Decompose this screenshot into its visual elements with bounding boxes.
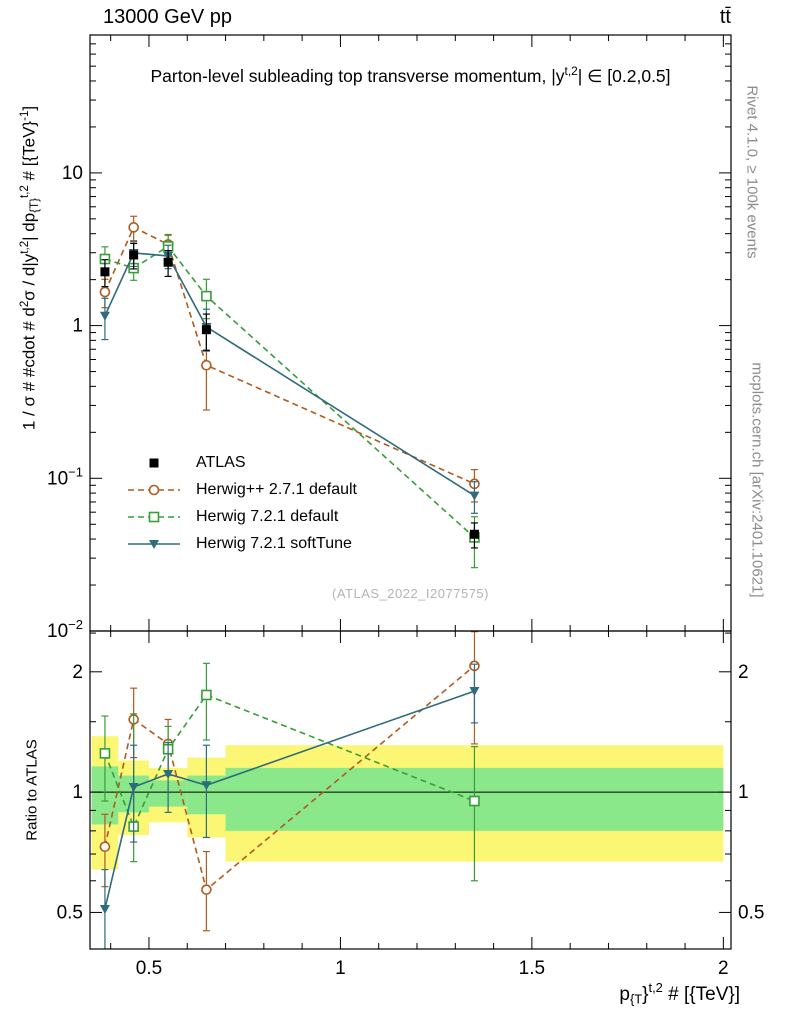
legend-label-herwig7-default: Herwig 7.2.1 default [196, 507, 339, 525]
herwig7-marker-sample [126, 509, 182, 525]
legend-item-herwig7-softtune: Herwig 7.2.1 softTune [126, 530, 357, 557]
main-panel-series [99, 215, 480, 569]
ratio-y-tick-label-left: 2 [72, 662, 83, 683]
ratio-y-tick-label-right: 2 [738, 662, 749, 683]
legend-item-atlas: ATLAS [126, 449, 357, 476]
legend-label-atlas: ATLAS [196, 453, 246, 471]
main-y-tick-label: 10 [62, 163, 83, 184]
rivet-version-label: Rivet 4.1.0, ≥ 100k events [743, 85, 761, 259]
ratio-y-axis-title: Ratio to ATLAS [23, 739, 41, 841]
ratio-panel-frame [89, 630, 732, 950]
legend-item-herwigpp-default: Herwig++ 2.7.1 default [126, 476, 357, 503]
x-axis-title: p{T}t,2 # [{TeV}] [619, 980, 740, 1007]
ratio-panel-series [99, 631, 480, 949]
legend-item-herwig7-default: Herwig 7.2.1 default [126, 503, 357, 530]
ratio-uncertainty-bands [90, 736, 731, 870]
herwigpp-marker-sample [126, 482, 182, 498]
beam-energy-label: 13000 GeV pp [103, 6, 232, 28]
ratio-y-tick-label-left: 1 [72, 782, 83, 803]
process-label: tt̄ [719, 6, 731, 28]
x-tick-label: 2 [718, 958, 729, 979]
herwig7-softtune-marker-sample [126, 536, 182, 552]
ratio-y-tick-label-left: 0.5 [57, 902, 83, 923]
x-tick-label: 1 [335, 958, 346, 979]
analysis-id-watermark: (ATLAS_2022_I2077575) [332, 586, 489, 601]
ratio-y-tick-label-right: 1 [738, 782, 749, 803]
main-y-tick-label: 1 [72, 316, 83, 337]
legend: ATLAS Herwig++ 2.7.1 default Herwig 7.2.… [126, 449, 357, 557]
mcplots-reference-label: mcplots.cern.ch [arXiv:2401.10621] [748, 362, 766, 598]
main-y-axis-title: 1 / σ # #cdot # d2σ / d|yt,2| dp{T}t,2 #… [18, 105, 42, 431]
legend-label-herwigpp-default: Herwig++ 2.7.1 default [196, 480, 357, 498]
x-tick-label: 0.5 [136, 958, 162, 979]
ratio-y-tick-label-right: 0.5 [738, 902, 764, 923]
main-y-tick-label: 10−1 [47, 464, 83, 489]
plot-title: Parton-level subleading top transverse m… [150, 64, 671, 87]
legend-label-herwig7-softtune: Herwig 7.2.1 softTune [196, 534, 352, 552]
main-y-tick-label: 10−2 [47, 617, 83, 642]
atlas-marker-sample [126, 455, 182, 471]
x-tick-label: 1.5 [519, 958, 545, 979]
